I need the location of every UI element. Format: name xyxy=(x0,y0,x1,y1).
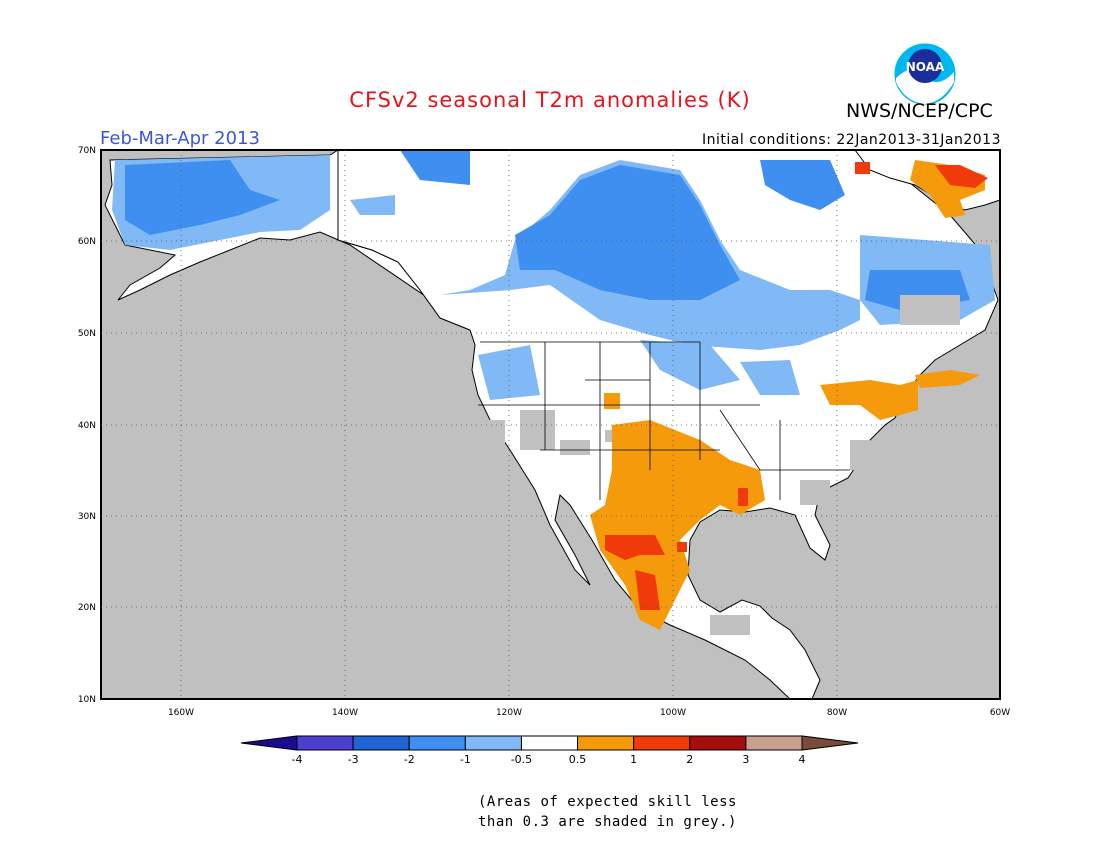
colorbar-label: 4 xyxy=(799,753,806,766)
lat-tick-label: 60N xyxy=(78,237,96,247)
lon-tick-label: 80W xyxy=(827,708,847,718)
colorbar-label: 2 xyxy=(686,753,693,766)
colorbar-swatch xyxy=(577,735,635,751)
lon-tick-label: 120W xyxy=(496,708,522,718)
lat-tick-label: 20N xyxy=(78,603,96,613)
lon-tick-label: 100W xyxy=(660,708,686,718)
colorbar-label: -1 xyxy=(460,753,471,766)
colorbar-swatch xyxy=(633,735,691,751)
lon-tick-label: 160W xyxy=(168,708,194,718)
lat-tick-label: 10N xyxy=(78,695,96,705)
political-boundaries xyxy=(337,150,850,500)
noaa-logo-text: NOAA xyxy=(906,60,945,74)
map-frame xyxy=(100,149,1001,700)
colorbar-label: 0.5 xyxy=(569,753,587,766)
longitude-labels: 160W 140W 120W 100W 80W 60W xyxy=(168,708,1010,718)
colorbar-swatch xyxy=(352,735,410,751)
organization-label: NWS/NCEP/CPC xyxy=(846,100,993,122)
lon-tick-label: 140W xyxy=(332,708,358,718)
colorbar-right-arrow xyxy=(801,735,859,751)
colorbar-label: -0.5 xyxy=(511,753,532,766)
colorbar-label: -2 xyxy=(404,753,415,766)
colorbar-swatch xyxy=(689,735,747,751)
map-title: CFSv2 seasonal T2m anomalies (K) xyxy=(349,88,751,112)
footnote-line-2: than 0.3 are shaded in grey.) xyxy=(478,814,737,830)
lon-tick-label: 60W xyxy=(990,708,1010,718)
forecast-period: Feb-Mar-Apr 2013 xyxy=(100,128,260,149)
lat-tick-label: 40N xyxy=(78,421,96,431)
colorbar-swatch xyxy=(520,735,579,751)
colorbar-swatch xyxy=(464,735,522,751)
colorbar-swatch xyxy=(408,735,466,751)
skill-footnote: (Areas of expected skill less than 0.3 a… xyxy=(478,792,737,832)
colorbar-left-arrow xyxy=(240,735,298,751)
colorbar: -4 -3 -2 -1 -0.5 0.5 1 2 3 4 xyxy=(240,735,859,766)
no-skill-patches xyxy=(485,295,960,635)
latitude-labels: 70N 60N 50N 40N 30N 20N 10N xyxy=(78,146,96,705)
noaa-logo: NOAA xyxy=(893,42,957,106)
colorbar-swatch xyxy=(745,735,803,751)
lat-tick-label: 30N xyxy=(78,512,96,522)
colorbar-label: -3 xyxy=(348,753,359,766)
lat-tick-label: 50N xyxy=(78,329,96,339)
colorbar-label: -4 xyxy=(292,753,303,766)
colorbar-label: 1 xyxy=(630,753,637,766)
initial-conditions: Initial conditions: 22Jan2013-31Jan2013 xyxy=(702,132,1001,148)
lat-tick-label: 70N xyxy=(78,146,96,156)
cold-anomaly-areas xyxy=(112,150,995,400)
colorbar-swatch xyxy=(296,735,354,751)
footnote-line-1: (Areas of expected skill less xyxy=(478,794,737,810)
colorbar-label: 3 xyxy=(742,753,749,766)
